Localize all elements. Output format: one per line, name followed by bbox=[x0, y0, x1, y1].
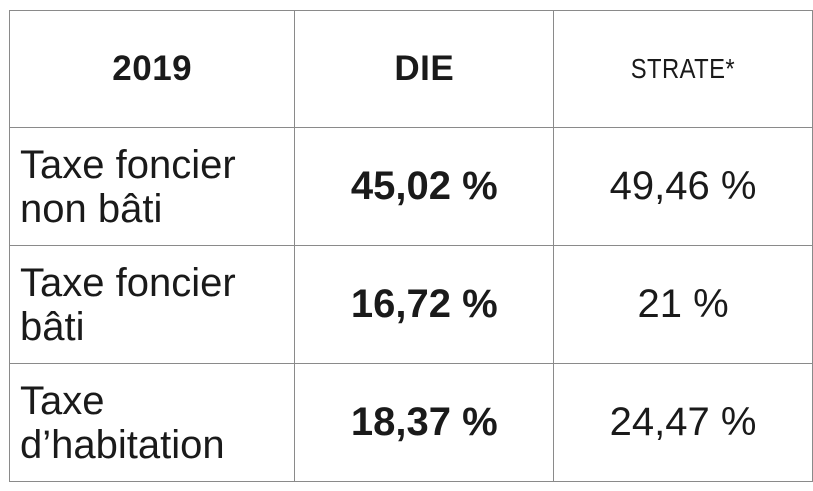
header-year: 2019 bbox=[8, 10, 296, 128]
row-label: Taxe foncier non bâti bbox=[8, 127, 296, 246]
header-die: DIE bbox=[294, 10, 555, 128]
row-die-value: 16,72 % bbox=[294, 245, 555, 364]
row-strate-value: 24,47 % bbox=[553, 363, 813, 482]
row-strate-value: 21 % bbox=[553, 245, 813, 364]
row-label: Taxe foncier bâti bbox=[8, 245, 296, 364]
row-die-value: 45,02 % bbox=[294, 127, 555, 246]
row-label: Taxe d’habitation bbox=[8, 363, 296, 482]
header-strate: STRATE* bbox=[630, 53, 736, 84]
table-row: Taxe foncier bâti 16,72 % 21 % bbox=[8, 245, 813, 364]
tax-rate-table: 2019 DIE STRATE* Taxe foncier non bâti 4… bbox=[8, 10, 813, 482]
row-die-value: 18,37 % bbox=[294, 363, 555, 482]
row-strate-value: 49,46 % bbox=[553, 127, 813, 246]
header-strate-cell: STRATE* bbox=[553, 10, 813, 128]
table-row: Taxe d’habitation 18,37 % 24,47 % bbox=[8, 363, 813, 482]
table-row: Taxe foncier non bâti 45,02 % 49,46 % bbox=[8, 127, 813, 246]
table-header-row: 2019 DIE STRATE* bbox=[8, 10, 813, 128]
